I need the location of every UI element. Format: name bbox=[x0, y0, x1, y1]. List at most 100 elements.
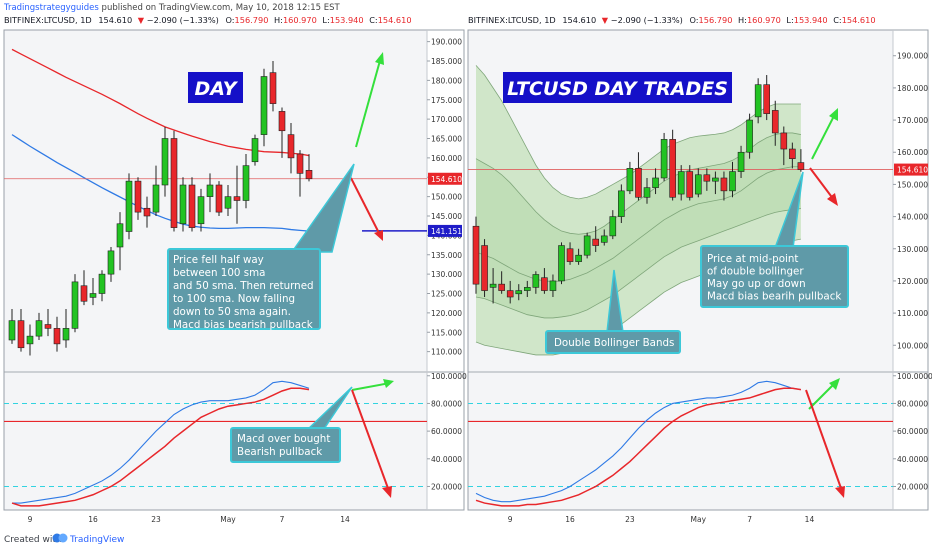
candle-body bbox=[71, 281, 79, 329]
candle bbox=[609, 210, 617, 240]
right-legend: BITFINEX:LTCUSD, 1D 154.610 ▼ −2.090 (−1… bbox=[468, 15, 876, 25]
candle bbox=[98, 270, 106, 302]
candle bbox=[125, 173, 133, 240]
macd-tick-label: 40.0000 bbox=[897, 455, 928, 464]
time-tick-label: 14 bbox=[340, 515, 350, 524]
author-link[interactable]: Tradingstrategyguides bbox=[3, 3, 99, 13]
price-tick-label: 145.000 bbox=[431, 212, 462, 221]
candle bbox=[35, 312, 43, 340]
candle bbox=[26, 324, 34, 356]
candle bbox=[206, 173, 214, 213]
left-price-axis: 110.000 115.000 120.000 125.000 130.000 135.0… bbox=[427, 38, 462, 357]
right-macd-axis: 20.0000 40.0000 60.0000 80.0000 100.0000 bbox=[893, 372, 932, 491]
time-tick-label: 14 bbox=[805, 515, 815, 524]
candle bbox=[583, 232, 591, 259]
candle-body bbox=[489, 283, 497, 288]
left-chart-title: DAY bbox=[194, 78, 238, 100]
note-line: Macd bias bearih pullback bbox=[707, 291, 841, 303]
time-tick-label: 23 bbox=[151, 515, 161, 524]
candle-body bbox=[215, 184, 223, 213]
candle bbox=[260, 68, 268, 147]
price-tick-label: 150.000 bbox=[431, 193, 462, 202]
candle bbox=[179, 177, 187, 232]
candle-body bbox=[62, 328, 70, 341]
candle bbox=[729, 161, 736, 198]
candle bbox=[161, 126, 169, 197]
candle-body bbox=[737, 151, 745, 172]
macd-main-line bbox=[11, 387, 310, 507]
left-legend-o-label: O: bbox=[225, 15, 234, 25]
left-legend-c-label: C: bbox=[369, 15, 377, 25]
right-title-bg bbox=[503, 72, 732, 103]
candle-body bbox=[686, 171, 694, 198]
level-badge bbox=[428, 224, 462, 237]
left-legend-open: 156.790 bbox=[235, 15, 269, 25]
last-price-badge bbox=[894, 163, 928, 176]
candle bbox=[566, 242, 574, 265]
candle-body bbox=[729, 171, 736, 192]
note-line: and 50 sma. Then returned bbox=[173, 280, 314, 292]
note-line: Double Bollinger Bands bbox=[554, 337, 674, 349]
note-line: Bearish pullback bbox=[237, 446, 322, 458]
note-line: to 100 sma. Now falling bbox=[173, 293, 295, 305]
price-tick-label: 130.000 bbox=[897, 245, 928, 254]
right-macd-down-arrow-shaft bbox=[805, 389, 843, 492]
candle-body bbox=[296, 153, 304, 174]
candle bbox=[677, 165, 685, 201]
price-tick-label: 110.000 bbox=[897, 309, 928, 318]
candle bbox=[754, 78, 762, 124]
time-tick-label: 7 bbox=[747, 515, 752, 524]
left-macd-pane-bg bbox=[4, 373, 427, 510]
left-panel-border bbox=[3, 29, 465, 511]
right-legend-l-label: L: bbox=[786, 15, 793, 25]
candle bbox=[506, 280, 514, 304]
left-chart-panel: BITFINEX:LTCUSD, 1D 154.610 ▼ −2.090 (−1… bbox=[3, 15, 467, 524]
note-line: of double bollinger bbox=[707, 266, 804, 278]
price-tick-label: 110.000 bbox=[431, 348, 462, 357]
right-legend-c-label: C: bbox=[833, 15, 841, 25]
candle-body bbox=[515, 290, 523, 295]
candle-body bbox=[251, 138, 259, 163]
time-tick-label: 9 bbox=[28, 515, 33, 524]
right-down-arrow-shaft bbox=[809, 167, 835, 201]
publish-meta: published on TradingView.com, May 10, 20… bbox=[99, 3, 341, 13]
price-tick-label: 190.000 bbox=[431, 38, 462, 47]
price-tick-label: 180.000 bbox=[897, 84, 928, 93]
candle-body bbox=[694, 174, 702, 195]
candle bbox=[660, 132, 668, 182]
price-tick-label: 125.000 bbox=[431, 290, 462, 299]
note-line: Price at mid-point bbox=[707, 253, 798, 265]
last-price-badge-label: 154.610 bbox=[897, 166, 928, 175]
note-line: Macd bias bearish pullback bbox=[173, 319, 313, 331]
candle bbox=[71, 274, 79, 333]
price-tick-label: 120.000 bbox=[431, 309, 462, 318]
left-legend-high: 160.970 bbox=[283, 15, 317, 25]
candle-body bbox=[669, 139, 676, 198]
candle bbox=[152, 165, 160, 216]
candle bbox=[686, 165, 694, 201]
candle-body bbox=[789, 148, 796, 159]
left-candles bbox=[8, 61, 313, 356]
candle bbox=[558, 242, 565, 285]
candle bbox=[53, 316, 61, 352]
candle-body bbox=[161, 138, 169, 186]
left-time-axis: 9 16 23 May 7 14 bbox=[28, 515, 350, 524]
tradingview-logo-icon bbox=[52, 533, 68, 543]
candle bbox=[737, 145, 745, 178]
note-4-box bbox=[700, 245, 849, 308]
footer-brand-link[interactable]: TradingView bbox=[69, 535, 124, 545]
candle-body bbox=[197, 196, 205, 225]
left-legend-close: 154.610 bbox=[378, 15, 412, 25]
candle bbox=[233, 165, 241, 224]
right-up-arrow-shaft bbox=[811, 113, 836, 160]
candle bbox=[80, 270, 88, 306]
candle-body bbox=[643, 187, 651, 198]
candle-body bbox=[600, 235, 608, 243]
logo-circle-b bbox=[58, 533, 68, 543]
macd-tick-label: 60.0000 bbox=[897, 427, 928, 436]
header-line: Tradingstrategyguides published on Tradi… bbox=[3, 3, 341, 13]
candle-body bbox=[720, 177, 728, 192]
macd-tick-label: 20.0000 bbox=[897, 482, 928, 491]
candle-body bbox=[116, 223, 124, 248]
